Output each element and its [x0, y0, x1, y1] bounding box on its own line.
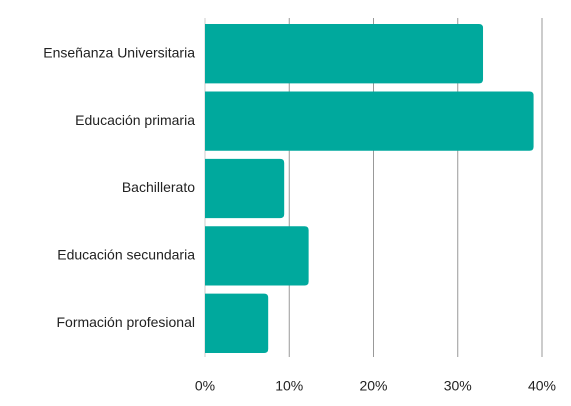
y-tick-label: Educación secundaria: [57, 247, 195, 263]
x-tick-label: 20%: [359, 378, 387, 394]
y-tick-label: Formación profesional: [56, 314, 195, 330]
bar: [205, 91, 534, 151]
x-tick-label: 0%: [195, 378, 215, 394]
y-tick-label: Enseñanza Universitaria: [43, 44, 195, 60]
x-tick-label: 30%: [444, 378, 472, 394]
bar: [205, 158, 285, 219]
bar: [205, 226, 309, 286]
bar: [205, 24, 484, 84]
y-tick-label: Educación primaria: [75, 112, 195, 128]
x-tick-label: 10%: [275, 378, 303, 394]
bar: [205, 293, 269, 353]
y-tick-label: Bachillerato: [122, 179, 195, 195]
x-tick-label: 40%: [528, 378, 556, 394]
